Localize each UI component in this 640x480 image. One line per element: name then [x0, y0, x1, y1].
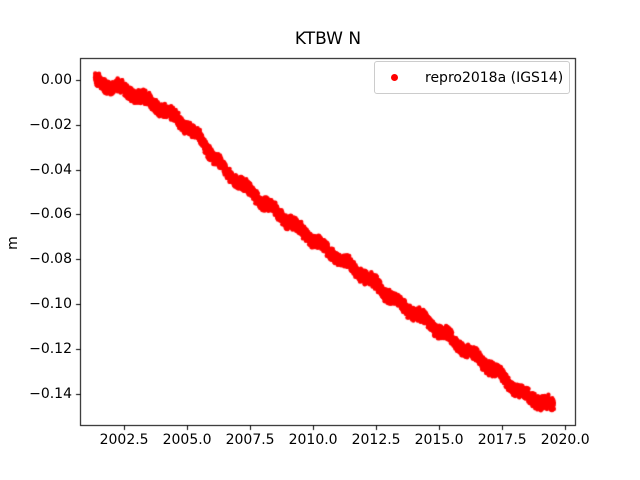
legend-label: repro2018a (IGS14) [425, 69, 564, 86]
chart-title: KTBW N [294, 29, 362, 49]
legend-marker-icon [391, 74, 398, 81]
legend: repro2018a (IGS14) [374, 61, 570, 94]
y-axis-label: m [5, 236, 21, 250]
